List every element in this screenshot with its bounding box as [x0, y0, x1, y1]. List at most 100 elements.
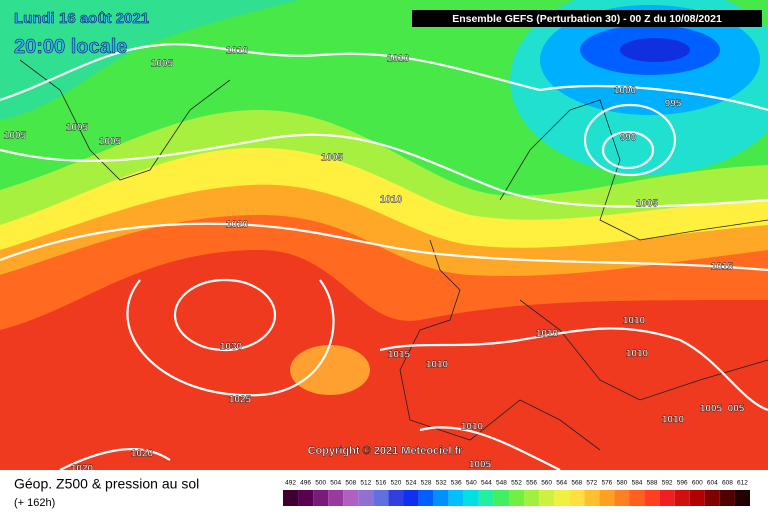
scale-swatch [388, 490, 404, 506]
isobar-label: 1020 [226, 220, 249, 231]
scale-swatch [659, 490, 675, 506]
isobar-label: 1005 [66, 123, 89, 134]
scale-label: 580 [617, 480, 628, 487]
scale-label: 524 [406, 480, 417, 487]
scale-swatch [584, 490, 600, 506]
scale-swatch [448, 490, 464, 506]
isobar-label: 1005 [700, 404, 723, 415]
isobar-label: 1010 [662, 415, 685, 426]
scale-swatch [674, 490, 690, 506]
scale-label: 612 [737, 480, 748, 487]
scale-swatch [569, 490, 585, 506]
isobar-label: 1020 [71, 464, 94, 475]
scale-swatch [719, 490, 735, 506]
isobar-label: 990 [620, 133, 637, 144]
scale-swatch [328, 490, 344, 506]
scale-swatch [463, 490, 479, 506]
scale-label: 600 [692, 480, 703, 487]
scale-swatch [313, 490, 329, 506]
isobar-label: 1020 [131, 449, 154, 460]
isobar-label: 1005 [321, 153, 344, 164]
scale-label: 596 [677, 480, 688, 487]
isobar-label: 1010 [461, 422, 484, 433]
isobar-label: 1000 [614, 86, 637, 97]
isobar-label: 1010 [387, 54, 410, 65]
scale-swatch [539, 490, 555, 506]
isobar-label: 1010 [380, 195, 403, 206]
isobar-label: 1010 [426, 360, 449, 371]
isobar-label: 1005 [469, 460, 492, 471]
scale-swatch [283, 490, 299, 506]
scale-label: 572 [586, 480, 597, 487]
model-info: Ensemble GEFS (Perturbation 30) - 00 Z d… [452, 13, 722, 25]
isobar-label: 1005 [4, 131, 27, 142]
field-darkblue [620, 38, 690, 62]
scale-swatch [418, 490, 434, 506]
scale-swatch [554, 490, 570, 506]
scale-label: 520 [391, 480, 402, 487]
scale-label: 552 [511, 480, 522, 487]
isobar-label: 1005 [99, 137, 122, 148]
isobar-label: 1015 [711, 262, 734, 273]
scale-label: 544 [481, 480, 492, 487]
isobar-label: 1025 [229, 395, 252, 406]
scale-swatch [343, 490, 359, 506]
scale-label: 504 [330, 480, 341, 487]
scale-label: 588 [647, 480, 658, 487]
isobar-label: 995 [665, 99, 682, 110]
legend-title: Géop. Z500 & pression au sol [14, 476, 199, 492]
scale-swatch [524, 490, 540, 506]
date: Lundi 16 août 2021 [14, 10, 149, 27]
scale-label: 560 [541, 480, 552, 487]
isobar-label: 1010 [623, 316, 646, 327]
isobar-label: 1010 [536, 329, 559, 340]
scale-label: 604 [707, 480, 718, 487]
scale-label: 496 [300, 480, 311, 487]
coastlines [19, 59, 768, 451]
field-teal [0, 0, 300, 120]
scale-swatch [373, 490, 389, 506]
scale-label: 492 [285, 480, 296, 487]
scale-label: 536 [451, 480, 462, 487]
scale-label: 540 [466, 480, 477, 487]
field-light-orange [290, 345, 370, 395]
isobar-label: 1030 [220, 342, 243, 353]
scale-label: 532 [436, 480, 447, 487]
scale-label: 556 [526, 480, 537, 487]
scale-swatch [493, 490, 509, 506]
isobar-label: 1010 [226, 46, 249, 57]
scale-swatch [508, 490, 525, 506]
color-scale: 492 496 500 504 508 512 516 520 524 528 532 536 540 5… [283, 480, 750, 506]
scale-swatch [614, 490, 630, 506]
scale-swatch [358, 490, 374, 506]
isobar-label: 1015 [388, 350, 411, 361]
copyright: Copyright © 2021 Meteociel.fr [308, 445, 464, 457]
scale-label: 512 [360, 480, 371, 487]
scale-label: 608 [722, 480, 733, 487]
scale-swatch [629, 490, 645, 506]
isobar-label: 1010 [626, 349, 649, 360]
scale-label: 508 [345, 480, 356, 487]
legend-subtitle: (+ 162h) [14, 497, 55, 509]
isobar-labels: 1010 1005 1010 1005 1005 1005 1000 995 990 1005 10… [4, 45, 745, 475]
isobar-label: 1005 [636, 199, 659, 210]
scale-swatch [704, 490, 720, 506]
time: 20:00 locale [14, 36, 127, 58]
scale-swatch [599, 490, 615, 506]
scale-label: 516 [375, 480, 386, 487]
scale-label: 500 [315, 480, 326, 487]
scale-swatch [433, 490, 449, 506]
scale-label: 564 [556, 480, 567, 487]
scale-label: 576 [601, 480, 612, 487]
isobar-label: 005 [728, 404, 745, 415]
scale-swatch [403, 490, 419, 506]
model-banner [412, 10, 762, 27]
scale-label: 548 [496, 480, 507, 487]
scale-label: 528 [421, 480, 432, 487]
scale-swatch [734, 490, 750, 506]
scale-swatch [689, 490, 705, 506]
isobars [0, 43, 768, 471]
isobar-label: 1005 [151, 59, 174, 70]
scale-swatch [644, 490, 660, 506]
